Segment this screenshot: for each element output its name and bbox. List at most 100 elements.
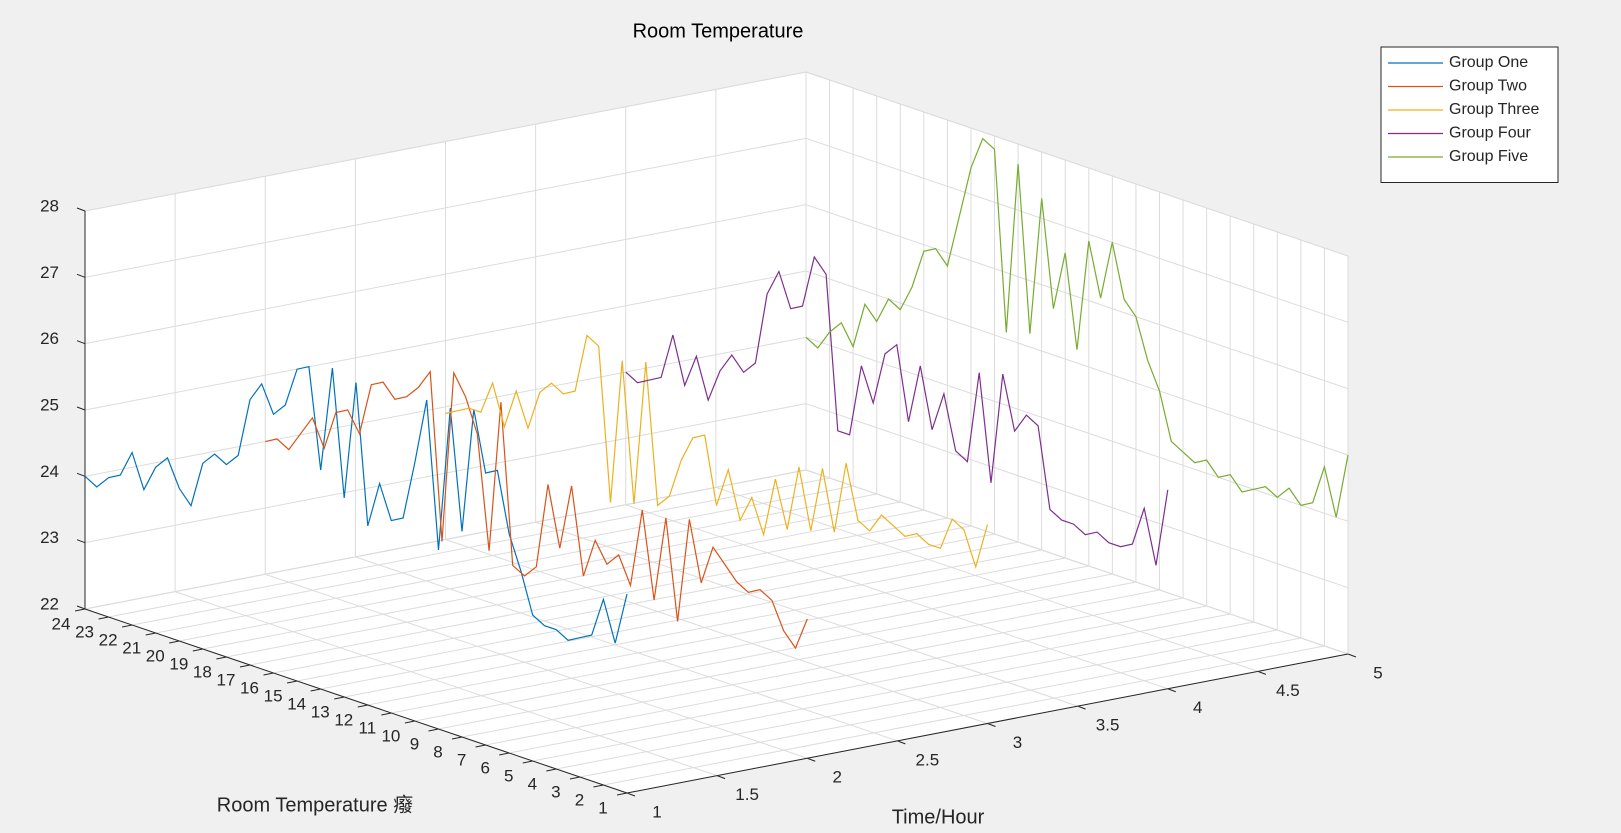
grid-line — [84, 403, 807, 544]
grid-line — [805, 204, 1349, 390]
grid-line — [805, 469, 1349, 655]
y-tick-label: 3 — [551, 782, 560, 801]
legend-label: Group One — [1449, 54, 1528, 71]
x-tick-label: 1.5 — [735, 785, 759, 804]
tick-mark — [145, 632, 156, 636]
grid-line — [625, 504, 1168, 690]
grid-line — [265, 573, 808, 759]
grid-line — [367, 565, 1089, 706]
y-tick-label: 10 — [381, 726, 400, 745]
grid-line — [84, 336, 807, 477]
y-tick-label: 12 — [334, 710, 353, 729]
grid-line — [391, 573, 1113, 714]
tick-mark — [122, 624, 133, 628]
series-line — [445, 334, 989, 570]
grid-line — [509, 613, 1231, 754]
tick-mark — [451, 736, 463, 740]
legend-label: Group Three — [1449, 101, 1540, 118]
tick-mark — [1347, 653, 1357, 658]
z-tick-label: 28 — [40, 196, 59, 215]
y-tick-label: 9 — [410, 734, 419, 753]
tick-mark — [76, 340, 86, 345]
grid-line — [579, 637, 1301, 778]
grid-line — [132, 485, 854, 626]
tick-mark — [76, 539, 86, 544]
tick-mark — [428, 728, 439, 732]
tick-mark — [1257, 670, 1267, 675]
y-axis — [84, 608, 628, 794]
x-tick-label: 3.5 — [1096, 716, 1120, 735]
y-tick-label: 2 — [575, 790, 584, 809]
grid-line — [84, 469, 807, 610]
tick-mark — [522, 760, 533, 764]
tick-mark — [593, 784, 604, 788]
y-tick-label: 21 — [122, 638, 141, 657]
grid-line — [805, 403, 1349, 589]
grid-line — [355, 556, 898, 742]
grid-line — [556, 629, 1278, 770]
y-tick-label: 23 — [75, 622, 94, 641]
z-tick-label: 27 — [40, 263, 59, 282]
series-line — [805, 137, 1349, 518]
x-tick-label: 2.5 — [916, 750, 940, 769]
grid-line — [155, 493, 877, 634]
tick-mark — [404, 720, 416, 724]
grid-line — [320, 549, 1042, 690]
tick-mark — [76, 605, 86, 610]
grid-line — [603, 645, 1325, 786]
tick-mark — [1167, 688, 1176, 693]
legend-label: Group Five — [1449, 148, 1528, 165]
tick-mark — [192, 648, 203, 652]
grid-line — [461, 597, 1184, 738]
chart-title: Room Temperature — [633, 20, 804, 42]
tick-mark — [98, 616, 109, 620]
tick-mark — [76, 273, 86, 278]
y-tick-label: 20 — [146, 646, 165, 665]
grid-line — [715, 486, 1259, 672]
x-tick-label: 3 — [1013, 733, 1022, 752]
tick-mark — [169, 640, 180, 644]
series-line — [84, 365, 628, 644]
tick-mark — [716, 775, 726, 780]
tick-mark — [76, 207, 86, 212]
grid-line — [108, 477, 830, 618]
y-tick-label: 4 — [528, 774, 537, 793]
x-axis — [626, 653, 1349, 794]
tick-mark — [357, 704, 368, 708]
tick-mark — [216, 656, 227, 660]
tick-mark — [807, 757, 816, 762]
y-tick-label: 18 — [193, 662, 212, 681]
tick-mark — [987, 723, 996, 727]
y-tick-label: 24 — [52, 614, 71, 633]
grid-line — [805, 137, 1349, 323]
x-axis-label: Time/Hour — [892, 806, 985, 828]
legend-box — [1380, 46, 1559, 183]
z-tick-label: 22 — [40, 594, 59, 613]
z-tick-label: 23 — [40, 528, 59, 547]
tick-mark — [569, 776, 580, 780]
y-tick-label: 8 — [433, 742, 442, 761]
grid-line — [226, 517, 948, 658]
tick-mark — [381, 712, 392, 716]
tick-mark — [334, 696, 345, 700]
x-tick-label: 5 — [1373, 663, 1382, 682]
x-tick-label: 4 — [1193, 698, 1202, 717]
grid-line — [84, 137, 807, 278]
grid-line — [179, 501, 901, 642]
x-tick-label: 4.5 — [1276, 681, 1300, 700]
tick-mark — [1077, 705, 1086, 710]
y-axis-label: Room Temperature 癈 — [217, 793, 413, 816]
grid-line — [805, 71, 1349, 257]
tick-mark — [76, 472, 86, 477]
grid-line — [84, 270, 807, 411]
tick-mark — [546, 768, 557, 772]
y-tick-label: 5 — [504, 766, 513, 785]
y-tick-label: 15 — [264, 686, 283, 705]
legend-label: Group Two — [1449, 78, 1527, 95]
tick-mark — [897, 740, 906, 745]
grid-line — [273, 533, 995, 674]
z-tick-label: 26 — [40, 329, 59, 348]
grid-line — [296, 541, 1019, 682]
x-tick-label: 1 — [652, 802, 661, 821]
